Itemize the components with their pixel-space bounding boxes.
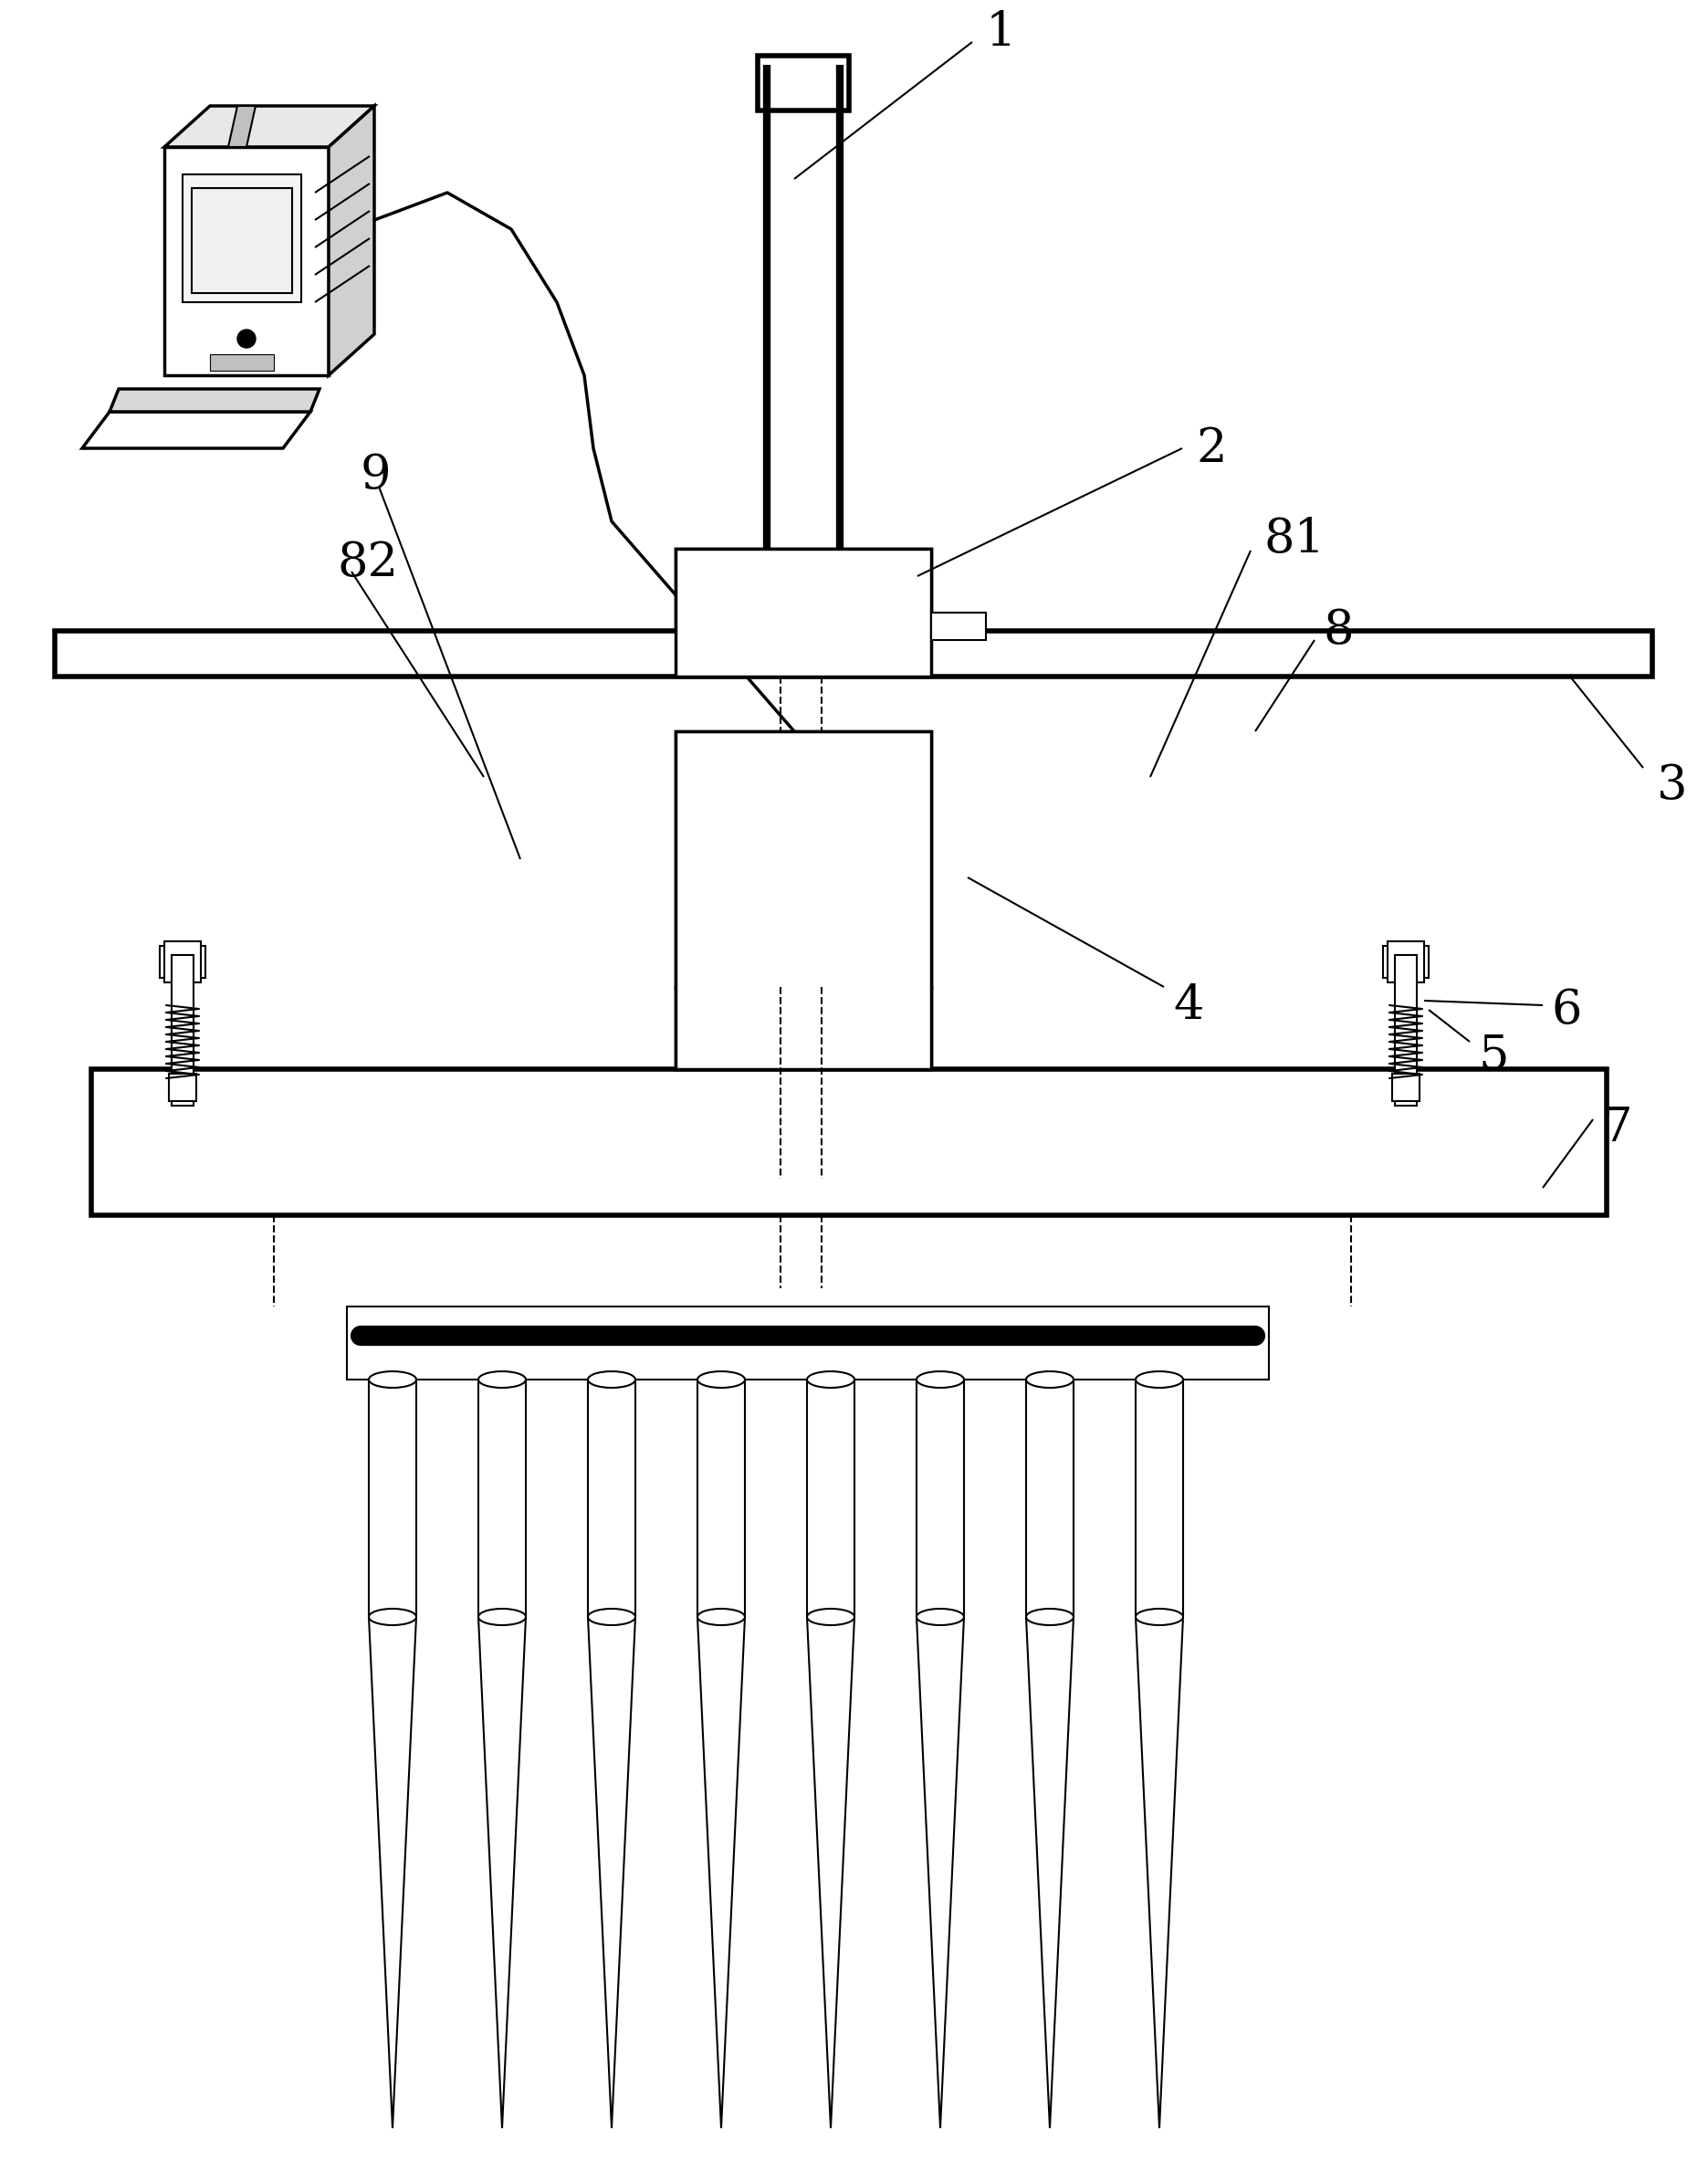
Polygon shape [229, 107, 256, 146]
Text: 82: 82 [338, 539, 400, 585]
Ellipse shape [369, 1609, 417, 1624]
Bar [183, 175, 301, 301]
Bar [676, 548, 931, 631]
Ellipse shape [917, 1609, 963, 1624]
Text: 1: 1 [986, 9, 1016, 57]
Bar [931, 613, 986, 640]
Circle shape [237, 330, 256, 347]
Polygon shape [164, 107, 374, 146]
Bar [676, 987, 931, 1070]
Bar [171, 954, 193, 1105]
Bar [347, 1305, 1269, 1380]
Bar [676, 731, 931, 1070]
Text: 2: 2 [1196, 426, 1226, 472]
Ellipse shape [369, 1371, 417, 1388]
Text: 6: 6 [1553, 987, 1583, 1033]
Bar [55, 631, 1652, 677]
Bar [758, 57, 849, 111]
Ellipse shape [1136, 1371, 1184, 1388]
Ellipse shape [1136, 1609, 1184, 1624]
Bar [164, 941, 202, 982]
Ellipse shape [697, 1609, 745, 1624]
Ellipse shape [806, 1609, 854, 1624]
Ellipse shape [697, 1371, 745, 1388]
Ellipse shape [1027, 1609, 1074, 1624]
Ellipse shape [588, 1371, 635, 1388]
Bar [1392, 1074, 1419, 1100]
Bar [1383, 945, 1428, 978]
Text: 8: 8 [1324, 607, 1354, 655]
Polygon shape [109, 389, 319, 413]
Text: 7: 7 [1602, 1105, 1633, 1153]
Text: 5: 5 [1479, 1033, 1510, 1078]
Bar [676, 731, 931, 987]
Text: 81: 81 [1264, 517, 1325, 563]
Ellipse shape [588, 1609, 635, 1624]
Bar [161, 945, 205, 978]
Bar [91, 1070, 1607, 1216]
Bar [676, 548, 931, 677]
Polygon shape [328, 107, 374, 375]
Polygon shape [82, 413, 311, 448]
Bar [1387, 941, 1424, 982]
Bar [210, 354, 273, 371]
Bar [169, 1074, 196, 1100]
Ellipse shape [478, 1609, 526, 1624]
Ellipse shape [806, 1371, 854, 1388]
Bar [1395, 954, 1418, 1105]
Polygon shape [164, 146, 328, 375]
Bar [191, 188, 292, 293]
Ellipse shape [917, 1371, 963, 1388]
Ellipse shape [478, 1371, 526, 1388]
Text: 4: 4 [1173, 982, 1204, 1028]
Text: 3: 3 [1657, 762, 1688, 810]
Ellipse shape [1027, 1371, 1074, 1388]
Text: 9: 9 [360, 452, 391, 500]
